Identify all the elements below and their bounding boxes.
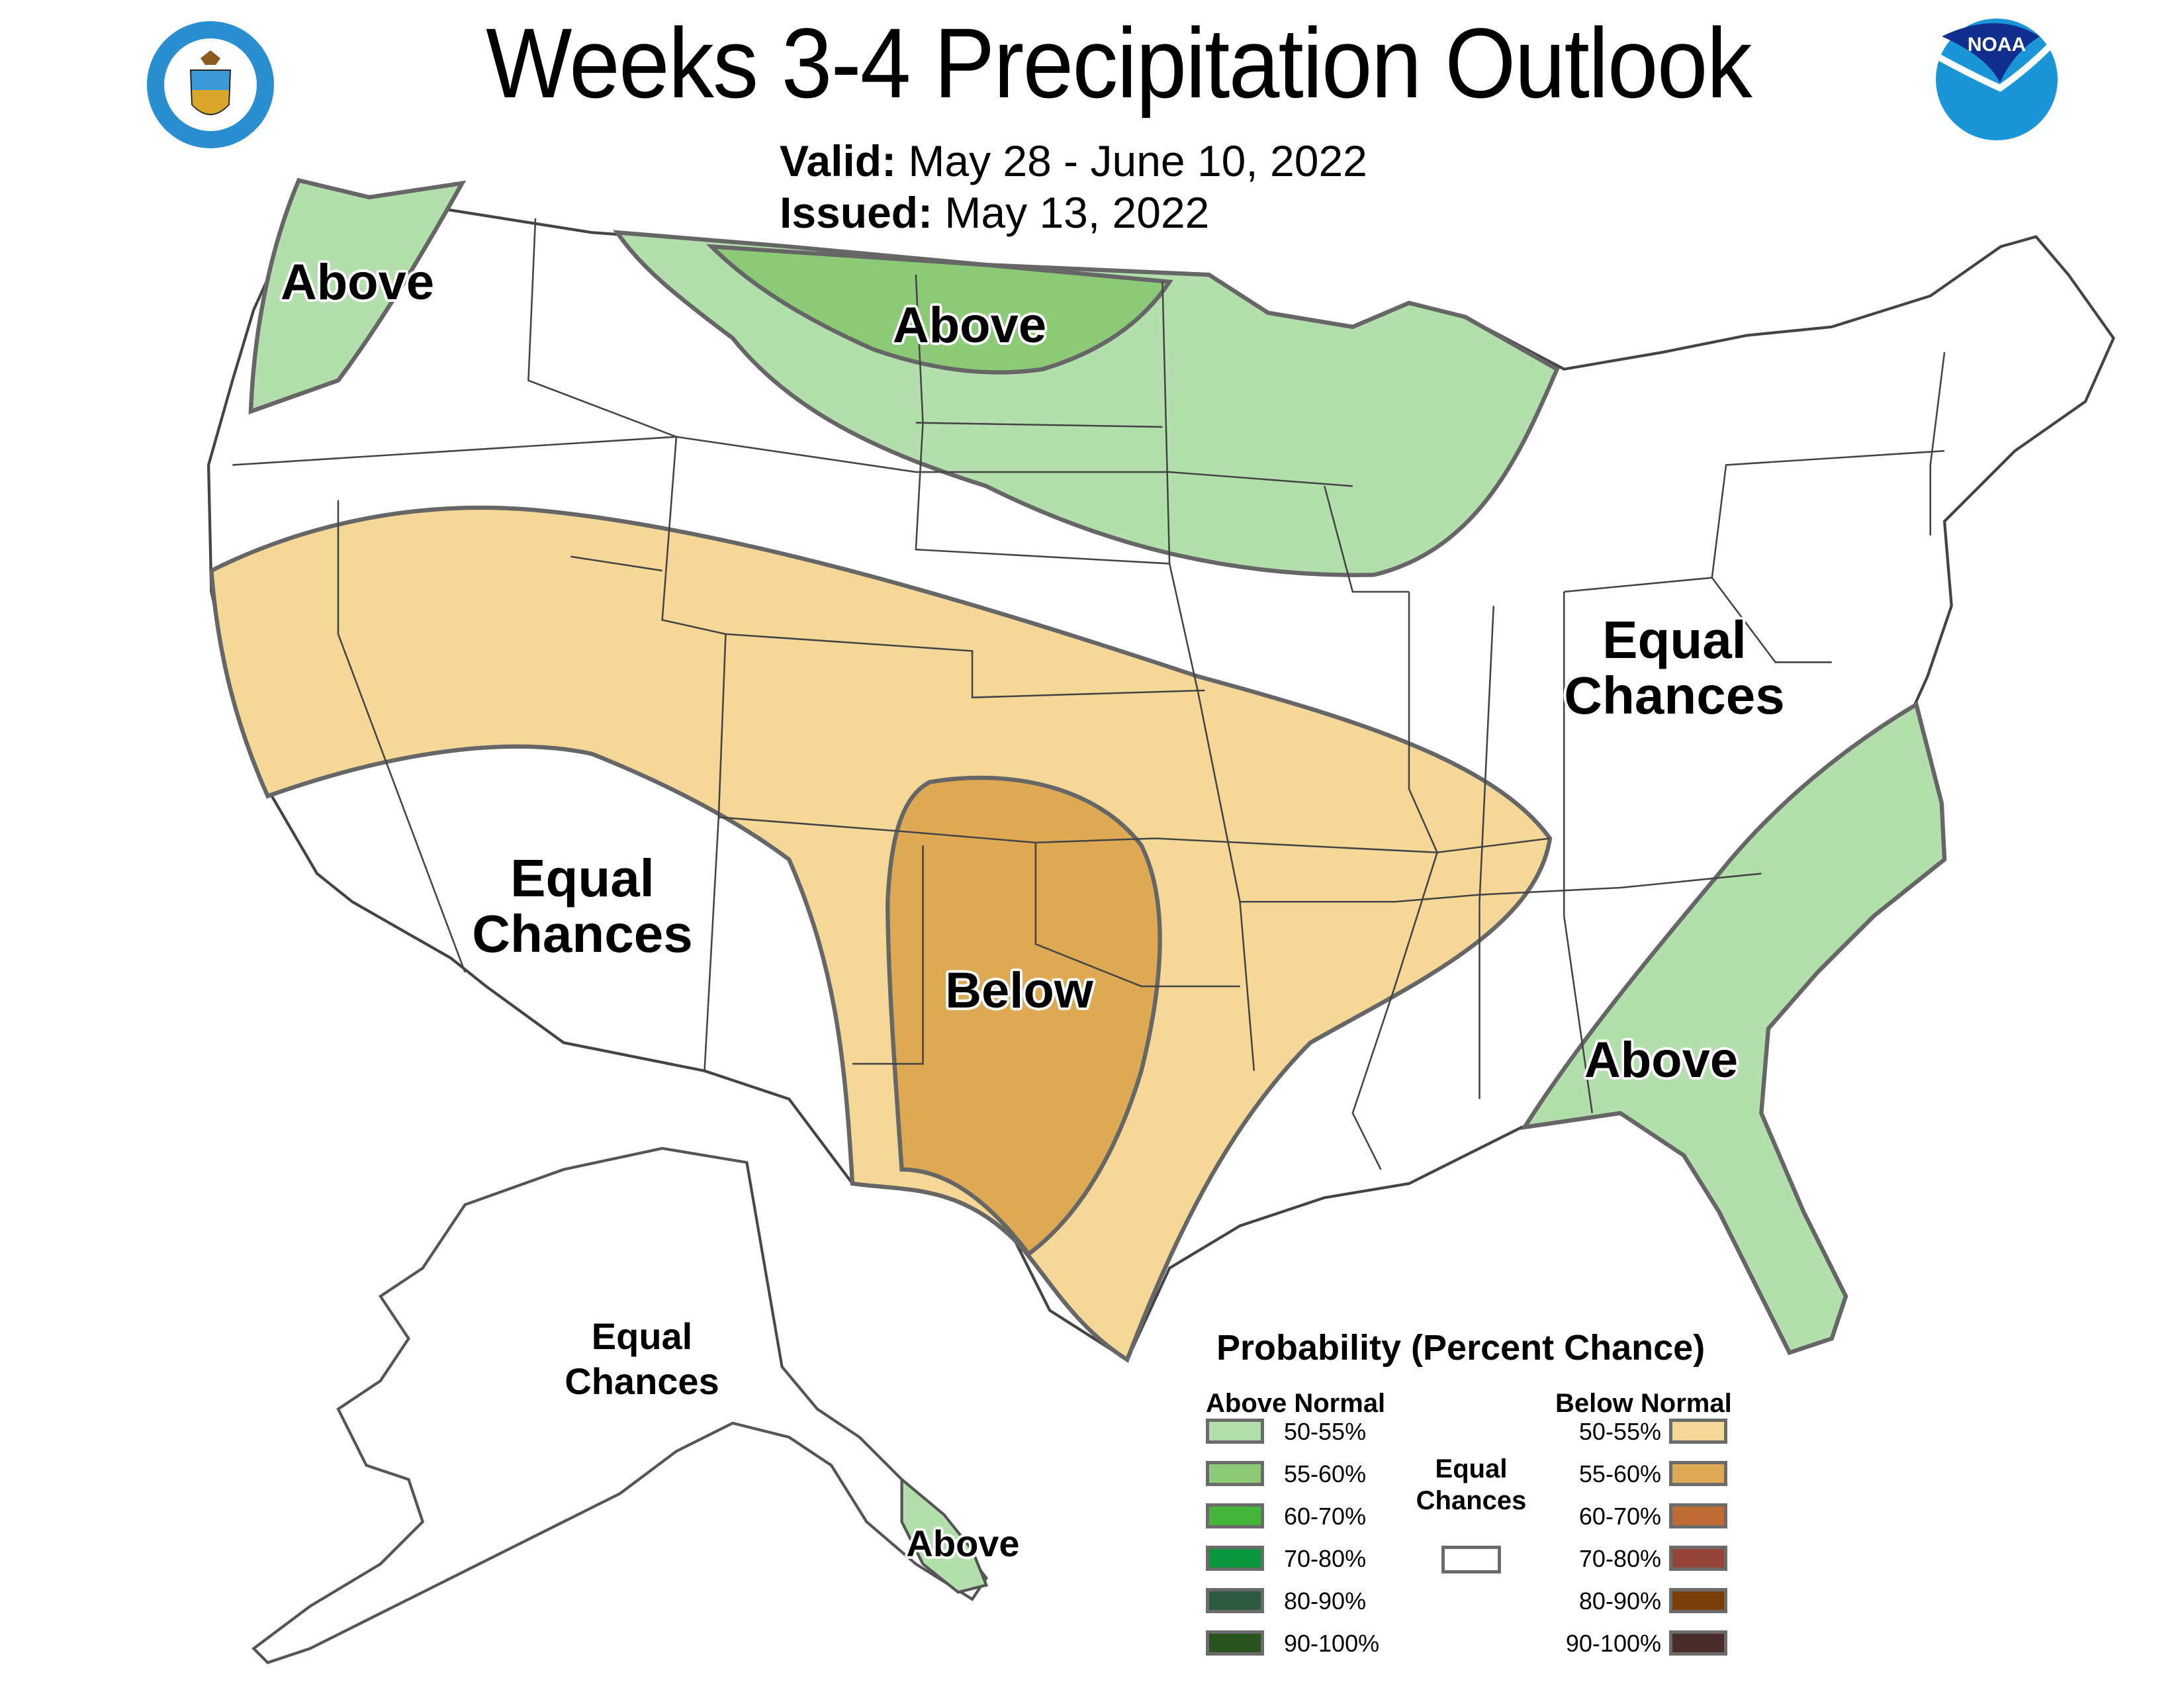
map-label-se-above: Above bbox=[1584, 1032, 1739, 1088]
label-line1: Equal bbox=[1435, 1454, 1508, 1483]
issued-date: May 13, 2022 bbox=[944, 188, 1210, 237]
valid-line: Valid: May 28 - June 10, 2022 bbox=[780, 136, 1367, 186]
commerce-seal-icon bbox=[147, 21, 274, 148]
legend-label-above-55: 55-60% bbox=[1284, 1460, 1367, 1487]
label-line1: Equal bbox=[591, 1315, 693, 1357]
legend-label-below-90: 90-100% bbox=[1565, 1630, 1661, 1657]
map-label-north-above: Above bbox=[892, 297, 1047, 353]
label-line1: Equal bbox=[510, 849, 655, 908]
legend-swatch-below-90 bbox=[1669, 1630, 1727, 1656]
legend-swatch-above-50 bbox=[1206, 1419, 1264, 1444]
legend-label-above-50: 50-55% bbox=[1284, 1418, 1367, 1445]
legend-swatch-below-60 bbox=[1669, 1503, 1727, 1528]
legend-label-above-60: 60-70% bbox=[1284, 1503, 1367, 1530]
issued-label: Issued: bbox=[780, 188, 933, 237]
label-line2: Chances bbox=[1564, 666, 1785, 725]
map-label-sw-equal-chances: Equal Chances bbox=[457, 851, 708, 962]
legend-swatch-above-55 bbox=[1206, 1461, 1264, 1486]
legend-label-below-70: 70-80% bbox=[1578, 1545, 1661, 1572]
legend-label-above-70: 70-80% bbox=[1284, 1545, 1367, 1572]
svg-text:NOAA: NOAA bbox=[1968, 34, 2026, 56]
legend-above-header: Above Normal bbox=[1206, 1389, 1386, 1418]
map-label-alaska-se-above: Above bbox=[906, 1523, 1020, 1564]
map-label-east-equal-chances: Equal Chances bbox=[1549, 612, 1800, 724]
alaska-canada-border bbox=[746, 1162, 783, 1367]
legend-swatch-equal-chances bbox=[1441, 1546, 1501, 1573]
valid-dates: May 28 - June 10, 2022 bbox=[908, 136, 1367, 185]
valid-label: Valid: bbox=[780, 136, 897, 185]
nw-above-region bbox=[248, 177, 467, 415]
label-line2: Chances bbox=[565, 1360, 719, 1402]
below-50-region bbox=[209, 505, 1553, 1363]
legend-swatch-below-55 bbox=[1669, 1461, 1727, 1486]
map-label-south-below: Below bbox=[945, 962, 1093, 1019]
noaa-logo-icon: NOAA bbox=[1935, 19, 2058, 140]
legend-label-above-90: 90-100% bbox=[1284, 1630, 1380, 1657]
alaska-se-above-region bbox=[900, 1476, 989, 1594]
issued-line: Issued: May 13, 2022 bbox=[780, 187, 1209, 238]
state-boundaries bbox=[232, 218, 1946, 1170]
legend-swatch-above-70 bbox=[1206, 1546, 1264, 1571]
noaa-logo: NOAA bbox=[1934, 17, 2060, 142]
alaska-outline bbox=[251, 1147, 988, 1665]
label-line2: Chances bbox=[472, 904, 693, 963]
label-line1: Equal bbox=[1602, 610, 1747, 669]
map-label-nw-above: Above bbox=[280, 254, 435, 310]
map-label-alaska-equal-chances: Equal Chances bbox=[543, 1314, 741, 1404]
legend-label-below-60: 60-70% bbox=[1578, 1503, 1661, 1530]
below-55-region bbox=[886, 775, 1162, 1257]
legend-label-below-55: 55-60% bbox=[1578, 1460, 1661, 1487]
page-title: Weeks 3-4 Precipitation Outlook bbox=[486, 7, 1752, 118]
legend-label-below-50: 50-55% bbox=[1578, 1418, 1661, 1445]
legend-swatch-above-90 bbox=[1206, 1630, 1264, 1656]
legend-title: Probability (Percent Chance) bbox=[1216, 1328, 1706, 1368]
legend-swatch-above-80 bbox=[1206, 1588, 1264, 1613]
label-line2: Chances bbox=[1416, 1486, 1527, 1515]
north-above-mid-region bbox=[705, 244, 1173, 375]
legend-swatch-below-50 bbox=[1669, 1419, 1727, 1444]
department-of-commerce-seal bbox=[144, 19, 277, 151]
legend-swatch-above-60 bbox=[1206, 1503, 1264, 1528]
legend-equal-chances-label: Equal Chances bbox=[1402, 1453, 1541, 1517]
legend-label-below-80: 80-90% bbox=[1578, 1587, 1661, 1615]
se-above-region bbox=[1520, 701, 1947, 1356]
legend-label-above-80: 80-90% bbox=[1284, 1587, 1367, 1615]
legend-below-header: Below Normal bbox=[1555, 1389, 1732, 1418]
legend-swatch-below-70 bbox=[1669, 1546, 1727, 1571]
legend-swatch-below-80 bbox=[1669, 1588, 1727, 1613]
